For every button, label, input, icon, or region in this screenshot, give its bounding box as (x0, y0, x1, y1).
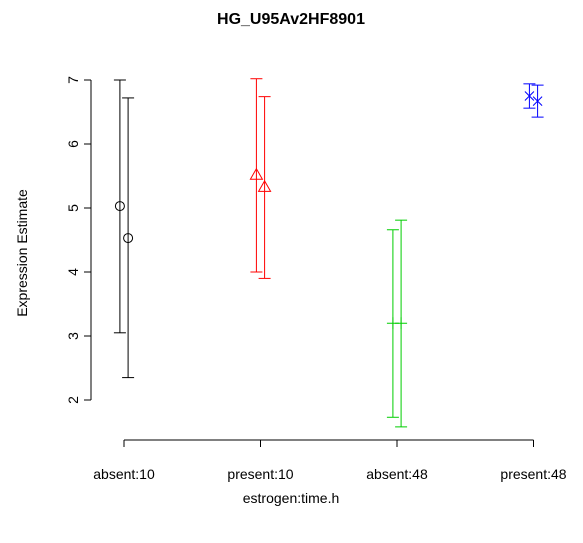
plot-area (113, 78, 544, 428)
data-point-circle (114, 201, 125, 212)
x-tick-label: absent:10 (93, 466, 155, 482)
x-tick-label: present:48 (500, 466, 566, 482)
data-point-x (532, 96, 543, 106)
data-point-triangle (249, 167, 264, 180)
data-point-circle (123, 233, 134, 244)
y-tick-label: 5 (65, 204, 81, 212)
x-axis-label: estrogen:time.h (243, 490, 340, 506)
data-point-x (524, 91, 535, 101)
series-absent-48 (386, 219, 408, 428)
x-axis: absent:10 present:10 absent:48 present:48 (93, 439, 567, 482)
y-tick-label: 2 (65, 396, 81, 404)
x-tick-label: absent:48 (366, 466, 428, 482)
data-point-triangle (257, 179, 272, 192)
data-point-plus (395, 317, 408, 330)
series-present-10 (249, 78, 272, 279)
series-absent-10 (113, 79, 135, 379)
x-tick-label: present:10 (227, 466, 293, 482)
series-present-48 (523, 83, 544, 118)
chart-title: HG_U95Av2HF8901 (217, 11, 365, 28)
y-axis: 2 3 4 5 6 7 (65, 76, 92, 404)
y-tick-label: 4 (65, 268, 81, 276)
y-tick-label: 6 (65, 140, 81, 148)
y-tick-label: 3 (65, 332, 81, 340)
y-axis-label: Expression Estimate (14, 189, 30, 317)
y-tick-label: 7 (65, 76, 81, 84)
